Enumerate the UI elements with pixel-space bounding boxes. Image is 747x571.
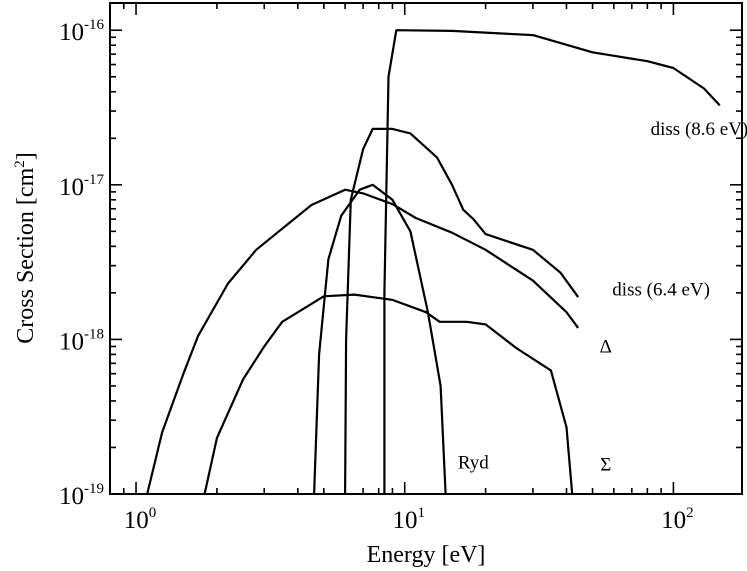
tick-marks xyxy=(109,3,742,495)
series-line-3 xyxy=(203,293,574,496)
series-label-2: Δ xyxy=(600,336,612,357)
series-lines xyxy=(146,29,721,496)
series-label-4: Ryd xyxy=(458,452,489,473)
series-line-4 xyxy=(313,183,447,496)
y-tick-label: 10-17 xyxy=(59,172,104,201)
y-axis-label-main: Cross Section [cm xyxy=(13,167,39,343)
x-tick-label: 101 xyxy=(392,505,425,534)
series-line-2 xyxy=(146,188,579,496)
x-axis-label: Energy [eV] xyxy=(367,542,486,568)
series-line-1 xyxy=(344,127,579,496)
plot-frame xyxy=(109,2,743,495)
y-axis-label-end: ] xyxy=(13,152,39,160)
series-label-1: diss (6.4 eV) xyxy=(612,280,710,301)
series-line-0 xyxy=(383,29,721,496)
x-tick-label: 102 xyxy=(661,505,694,534)
y-tick-label: 10-18 xyxy=(59,326,104,355)
y-axis-label: Cross Section [cm2] xyxy=(12,152,39,343)
y-axis-label-sup: 2 xyxy=(12,160,28,168)
series-label-3: Σ xyxy=(600,455,611,476)
y-tick-label: 10-16 xyxy=(59,17,104,46)
series-labels: diss (8.6 eV) diss (6.4 eV) Δ Σ Ryd xyxy=(458,119,747,476)
y-tick-label: 10-19 xyxy=(59,481,104,510)
series-label-0: diss (8.6 eV) xyxy=(651,119,747,140)
tick-labels: 100 101 102 10-19 10-18 10-17 10-16 xyxy=(59,17,694,534)
x-tick-label: 100 xyxy=(124,505,157,534)
